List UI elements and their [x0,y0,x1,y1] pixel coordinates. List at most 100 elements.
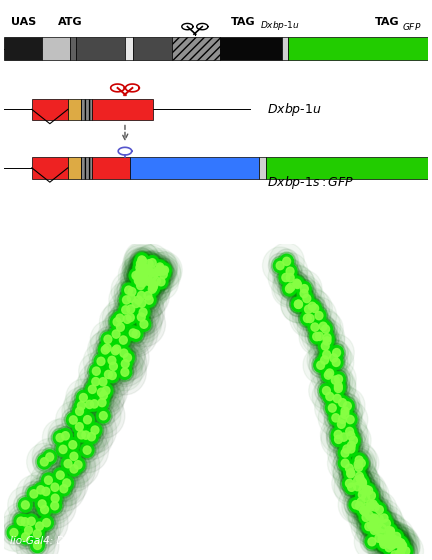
Circle shape [318,344,354,381]
Circle shape [51,437,75,462]
Circle shape [370,514,388,533]
Circle shape [129,268,143,283]
Circle shape [131,245,167,282]
Circle shape [142,273,165,298]
Circle shape [330,379,347,398]
Circle shape [357,459,365,467]
Circle shape [364,495,382,514]
Circle shape [385,532,399,547]
Circle shape [144,278,162,297]
Circle shape [373,512,408,549]
Circle shape [369,500,377,508]
Circle shape [350,451,368,469]
Circle shape [123,282,141,301]
Bar [81,99,92,120]
Circle shape [112,330,120,338]
Circle shape [391,544,409,560]
Circle shape [125,293,161,331]
Circle shape [146,277,159,292]
Circle shape [386,546,410,560]
Circle shape [87,372,105,391]
Circle shape [384,528,419,560]
Circle shape [330,354,337,362]
Circle shape [130,251,165,289]
Circle shape [152,264,166,278]
Circle shape [379,532,392,547]
Circle shape [359,506,368,515]
Circle shape [368,497,391,522]
Circle shape [134,277,142,284]
Circle shape [154,262,172,280]
Circle shape [69,441,77,449]
Circle shape [314,334,337,358]
Circle shape [300,290,308,298]
Circle shape [98,332,133,370]
Circle shape [324,405,348,430]
Circle shape [328,373,342,388]
Circle shape [79,394,87,402]
Bar [81,157,92,179]
Circle shape [319,322,333,337]
Circle shape [343,402,351,410]
Circle shape [73,404,86,418]
Circle shape [348,464,371,489]
Circle shape [356,502,363,510]
Circle shape [7,503,43,540]
Circle shape [368,492,375,500]
Circle shape [327,353,345,372]
Circle shape [316,351,334,369]
Circle shape [343,460,378,497]
Circle shape [117,346,131,361]
Circle shape [86,377,121,414]
Circle shape [103,349,146,395]
Circle shape [143,275,161,293]
Circle shape [284,280,298,295]
Circle shape [357,503,370,517]
Text: ATG: ATG [57,17,82,27]
Circle shape [297,309,333,346]
Circle shape [353,473,371,491]
Circle shape [22,533,29,541]
Circle shape [124,302,138,316]
Circle shape [381,537,389,545]
Circle shape [140,262,154,276]
Circle shape [121,282,156,319]
Circle shape [363,515,399,552]
Circle shape [372,511,386,526]
Circle shape [397,542,415,560]
Circle shape [353,472,367,486]
Circle shape [399,542,407,550]
Circle shape [303,296,327,321]
Circle shape [67,461,81,476]
Circle shape [306,318,324,337]
Circle shape [43,475,67,500]
Circle shape [399,544,413,558]
Circle shape [92,377,100,386]
Circle shape [25,484,43,503]
Circle shape [70,452,78,460]
Circle shape [327,393,362,430]
Circle shape [385,544,393,552]
Circle shape [306,314,314,323]
Circle shape [382,540,396,555]
Circle shape [155,265,172,284]
Circle shape [332,414,340,422]
Circle shape [292,281,316,306]
Circle shape [33,497,56,522]
Circle shape [58,474,76,492]
Circle shape [42,466,86,511]
Circle shape [97,357,105,366]
Circle shape [315,342,338,367]
Circle shape [112,341,136,366]
Circle shape [372,526,407,560]
Circle shape [135,244,170,282]
Circle shape [108,343,122,358]
Circle shape [37,469,73,506]
Circle shape [321,356,329,364]
Circle shape [81,395,98,414]
Circle shape [118,305,142,330]
Circle shape [368,521,375,530]
Circle shape [143,266,151,274]
Circle shape [391,533,408,552]
Circle shape [130,277,165,314]
